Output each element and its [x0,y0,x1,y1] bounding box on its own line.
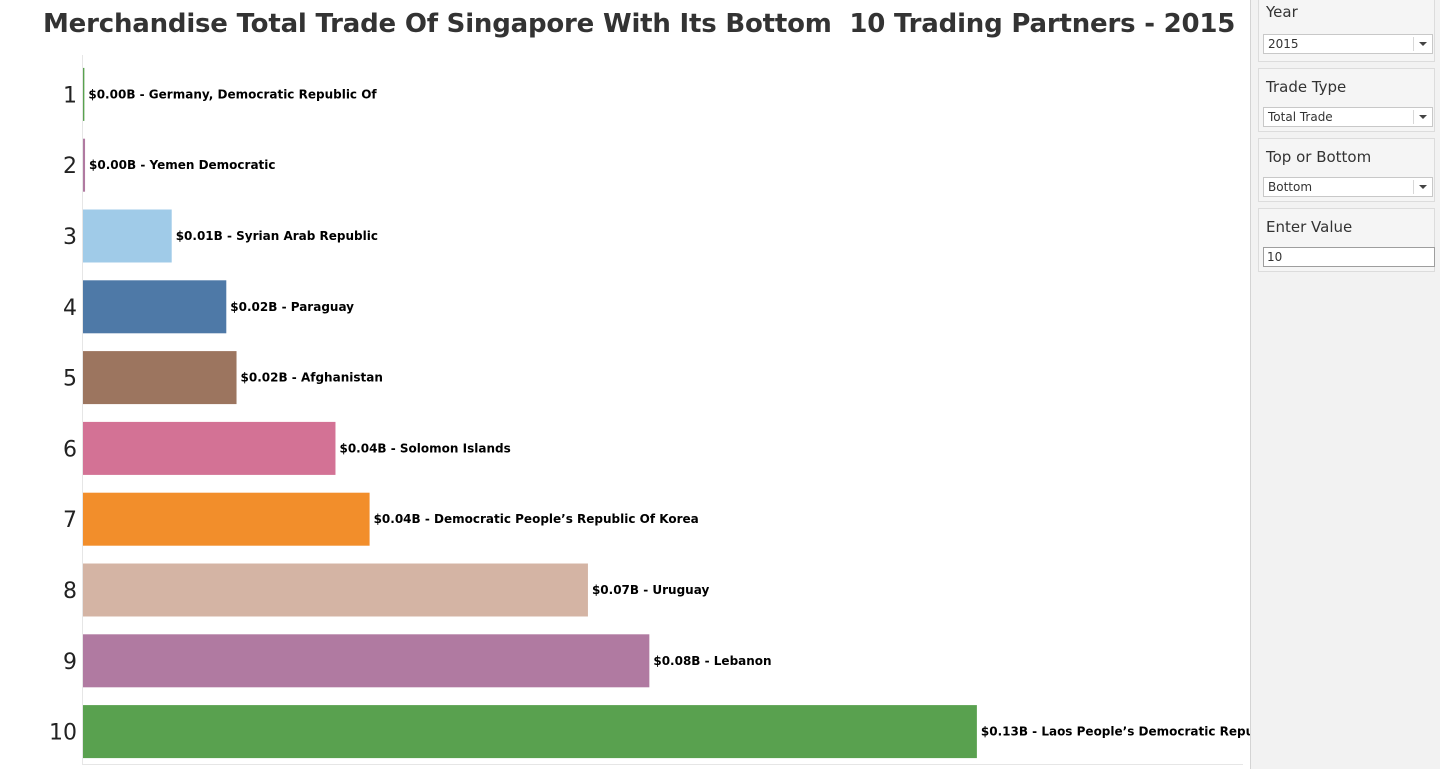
year-select-value: 2015 [1268,37,1299,51]
chevron-down-icon[interactable] [1419,115,1427,119]
bar-label: $0.02B - Afghanistan [241,371,383,385]
filter-enter-value-title: Enter Value [1266,218,1353,236]
rank-label: 4 [63,296,77,321]
bar-value-label: $0.07B [592,583,639,597]
bar-value-label: $0.00B [88,87,135,101]
bar[interactable] [83,351,237,405]
bar-label: $0.13B - Laos People’s Democratic Republ… [981,725,1250,739]
bar-chart: 1 $0.00B - Germany, Democratic Republic O… [0,55,1250,769]
select-separator [1413,110,1414,124]
bar-partner-label: - Yemen Democratic [136,158,275,172]
bar-partner-label: - Germany, Democratic Republic Of [135,87,377,101]
rank-label: 2 [63,154,77,179]
bar-label: $0.00B - Germany, Democratic Republic Of [88,87,377,101]
bar-label: $0.04B - Democratic People’s Republic Of… [374,512,699,526]
bar-partner-label: - Paraguay [277,300,354,314]
bar-value-label: $0.04B [374,512,421,526]
rank-label: 7 [63,508,77,533]
enter-value-input[interactable] [1263,247,1435,267]
bar-label: $0.07B - Uruguay [592,583,710,597]
bar-partner-label: - Lebanon [700,654,771,668]
rank-label: 6 [63,437,77,462]
bar[interactable] [83,492,370,546]
bar-value-label: $0.02B [241,371,288,385]
rank-label: 9 [63,650,77,675]
bar[interactable] [83,67,85,121]
rank-label: 5 [63,367,77,392]
bar-partner-label: - Uruguay [639,583,709,597]
chevron-down-icon[interactable] [1419,185,1427,189]
filter-top-or-bottom-title: Top or Bottom [1266,148,1372,166]
bar-value-label: $0.02B [230,300,277,314]
bar-label: $0.01B - Syrian Arab Republic [176,229,378,243]
bar[interactable] [83,138,86,192]
filter-trade-type-title: Trade Type [1266,78,1347,96]
filter-panel: Year 2015 Trade Type Total Trade Top or … [1251,0,1440,769]
bar-label: $0.04B - Solomon Islands [339,441,510,455]
bar-partner-label: - Afghanistan [288,371,383,385]
chart-svg: 1 $0.00B - Germany, Democratic Republic O… [49,55,1250,765]
year-select[interactable]: 2015 [1263,34,1433,54]
rank-label: 10 [49,721,77,746]
filter-year: Year 2015 [1258,0,1435,62]
bar-value-label: $0.08B [653,654,700,668]
filter-enter-value: Enter Value [1258,208,1435,272]
top-or-bottom-select-value: Bottom [1268,180,1313,194]
rank-label: 3 [63,225,77,250]
bar-value-label: $0.04B [339,441,386,455]
bar-partner-label: - Solomon Islands [387,441,511,455]
bar[interactable] [83,209,172,263]
rank-label: 1 [63,83,77,108]
filter-trade-type: Trade Type Total Trade [1258,68,1435,132]
bar-value-label: $0.01B [176,229,223,243]
bar-label: $0.00B - Yemen Democratic [89,158,275,172]
bar-value-label: $0.13B [981,725,1028,739]
bar-partner-label: - Laos People’s Democratic Republic [1028,725,1250,739]
chart-title: Merchandise Total Trade Of Singapore Wit… [43,9,1236,39]
bar-partner-label: - Syrian Arab Republic [223,229,378,243]
chevron-down-icon[interactable] [1419,42,1427,46]
top-or-bottom-select[interactable]: Bottom [1263,177,1433,197]
bar-partner-label: - Democratic People’s Republic Of Korea [421,512,699,526]
rank-label: 8 [63,579,77,604]
select-separator [1413,180,1414,194]
bar[interactable] [83,421,336,475]
filter-top-or-bottom: Top or Bottom Bottom [1258,138,1435,202]
bar[interactable] [83,705,977,759]
bar[interactable] [83,280,227,334]
bar-label: $0.02B - Paraguay [230,300,354,314]
select-separator [1413,37,1414,51]
trade-type-select[interactable]: Total Trade [1263,107,1433,127]
trade-type-select-value: Total Trade [1268,110,1333,124]
panel-divider [1250,0,1251,769]
bar-label: $0.08B - Lebanon [653,654,771,668]
bar[interactable] [83,563,588,617]
bar-value-label: $0.00B [89,158,136,172]
filter-year-title: Year [1266,3,1298,21]
bar[interactable] [83,634,650,688]
